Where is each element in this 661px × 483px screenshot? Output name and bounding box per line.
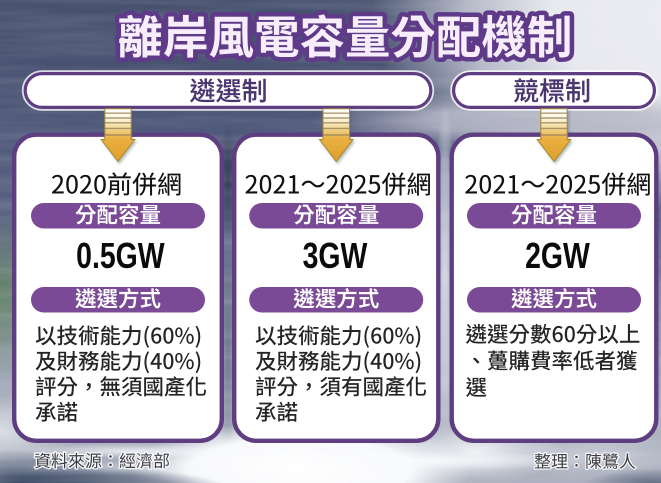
svg-text:3GW: 3GW [303, 236, 368, 276]
svg-text:0.5GW: 0.5GW [76, 236, 165, 276]
svg-text:2GW: 2GW [525, 236, 590, 276]
